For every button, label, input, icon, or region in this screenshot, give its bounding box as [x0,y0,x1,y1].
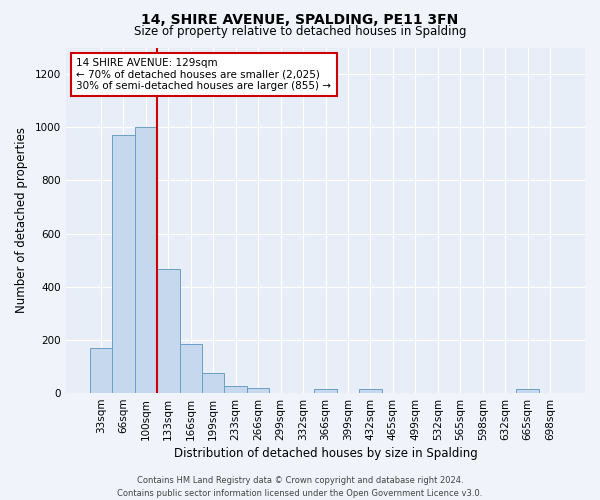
Bar [179,344,202,393]
Bar [359,389,382,393]
Y-axis label: Number of detached properties: Number of detached properties [15,128,28,314]
Bar [314,389,337,393]
Text: 14, SHIRE AVENUE, SPALDING, PE11 3FN: 14, SHIRE AVENUE, SPALDING, PE11 3FN [142,12,458,26]
Text: Contains HM Land Registry data © Crown copyright and database right 2024.
Contai: Contains HM Land Registry data © Crown c… [118,476,482,498]
Text: 14 SHIRE AVENUE: 129sqm
← 70% of detached houses are smaller (2,025)
30% of semi: 14 SHIRE AVENUE: 129sqm ← 70% of detache… [76,58,331,91]
Bar [224,386,247,393]
Bar [517,389,539,393]
Bar [247,388,269,393]
Bar [89,348,112,393]
Bar [112,135,134,393]
X-axis label: Distribution of detached houses by size in Spalding: Distribution of detached houses by size … [173,447,478,460]
Bar [157,270,179,393]
Bar [134,127,157,393]
Bar [202,373,224,393]
Text: Size of property relative to detached houses in Spalding: Size of property relative to detached ho… [134,25,466,38]
